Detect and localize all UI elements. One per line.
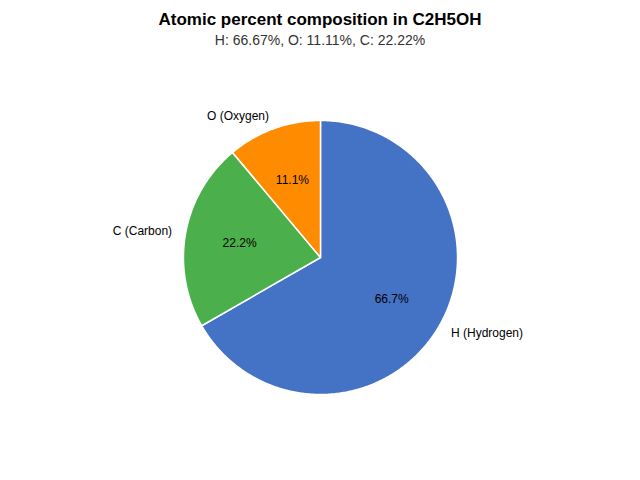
- svg-text:O (Oxygen): O (Oxygen): [207, 109, 269, 123]
- svg-text:C (Carbon): C (Carbon): [113, 224, 172, 238]
- svg-text:66.7%: 66.7%: [375, 292, 409, 306]
- svg-text:11.1%: 11.1%: [276, 173, 309, 187]
- html-text:Atomic percent composition in: Atomic percent composition in C2H5OH: [158, 10, 482, 29]
- html-text:H: 66.67%, O: 11.11%, C: 22.22: H: 66.67%, O: 11.11%, C: 22.22%: [214, 32, 426, 48]
- svg-text:H (Hydrogen): H (Hydrogen): [451, 326, 523, 340]
- svg-text:22.2%: 22.2%: [223, 236, 257, 250]
